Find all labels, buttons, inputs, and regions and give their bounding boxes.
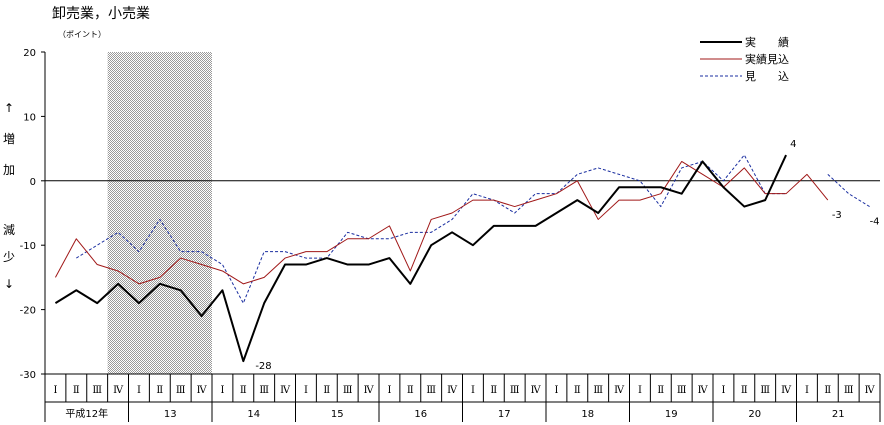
y-label-decrease: 減 [3, 222, 15, 237]
x-quarter-label: Ⅱ [73, 385, 80, 396]
x-quarter-label: Ⅲ [510, 385, 520, 396]
chart-subtitle: （ポイント） [58, 30, 106, 39]
y-label-increase: ↑ [4, 101, 14, 115]
y-tick-label: 0 [30, 177, 36, 188]
y-tick-label: 10 [23, 112, 36, 123]
x-quarter-label: Ⅱ [156, 385, 163, 396]
x-quarter-label: Ⅲ [176, 385, 186, 396]
x-quarter-label: Ⅳ [865, 385, 876, 396]
x-quarter-label: Ⅲ [844, 385, 854, 396]
x-quarter-label: Ⅱ [574, 385, 581, 396]
y-label-increase: 増 [3, 132, 15, 146]
x-quarter-label: Ⅱ [323, 385, 330, 396]
y-label-decrease: 少 [3, 250, 15, 264]
y-label-increase: 加 [3, 163, 15, 177]
x-quarter-label: Ⅰ [220, 385, 224, 396]
x-quarter-label: Ⅰ [137, 385, 141, 396]
x-year-label: 平成12年 [65, 407, 108, 420]
data-label: 4 [790, 139, 796, 150]
x-year-label: 14 [247, 409, 260, 420]
x-quarter-label: Ⅰ [554, 385, 558, 396]
x-quarter-label: Ⅳ [197, 385, 208, 396]
x-year-label: 13 [164, 409, 177, 420]
x-quarter-label: Ⅳ [280, 385, 291, 396]
x-quarter-label: Ⅲ [677, 385, 687, 396]
x-quarter-label: Ⅰ [721, 385, 725, 396]
x-quarter-label: Ⅱ [490, 385, 497, 396]
chart-title: 卸売業，小売業 [52, 6, 150, 22]
x-quarter-label: Ⅳ [614, 385, 625, 396]
x-quarter-label: Ⅰ [638, 385, 642, 396]
x-quarter-label: Ⅳ [781, 385, 792, 396]
x-year-label: 19 [665, 409, 678, 420]
x-quarter-label: Ⅲ [92, 385, 102, 396]
y-tick-label: 20 [23, 48, 36, 59]
y-tick-label: -10 [20, 241, 36, 252]
x-year-label: 21 [832, 409, 845, 420]
x-quarter-label: Ⅲ [593, 385, 603, 396]
x-quarter-label: Ⅳ [447, 385, 458, 396]
x-quarter-label: Ⅱ [741, 385, 748, 396]
x-quarter-label: Ⅰ [304, 385, 308, 396]
x-quarter-label: Ⅰ [805, 385, 809, 396]
x-quarter-label: Ⅰ [471, 385, 475, 396]
series-line-2 [76, 154, 870, 304]
x-quarter-label: Ⅲ [343, 385, 353, 396]
legend-label: 実 績 [745, 35, 789, 49]
legend-label: 実績見込 [745, 52, 789, 66]
shaded-period [107, 52, 212, 374]
x-quarter-label: Ⅳ [364, 385, 375, 396]
data-annotations: -28 4 -3 -4 [255, 139, 879, 372]
x-quarter-label: Ⅱ [407, 385, 414, 396]
x-quarter-label: Ⅳ [113, 385, 124, 396]
x-quarter-label: Ⅰ [387, 385, 391, 396]
series-lines [54, 154, 870, 363]
y-axis-ticks: 20 10 0 -10 -20 -30 [20, 48, 45, 381]
x-quarter-label: Ⅳ [531, 385, 542, 396]
series-line-1 [55, 160, 829, 285]
data-label: -3 [832, 210, 842, 221]
x-quarter-label: Ⅲ [259, 385, 269, 396]
x-quarter-label: Ⅲ [760, 385, 770, 396]
y-tick-label: -20 [20, 306, 36, 317]
x-year-label: 16 [414, 409, 427, 420]
series-line-0 [54, 154, 787, 363]
x-quarter-label: Ⅱ [657, 385, 664, 396]
data-label: -28 [255, 361, 271, 372]
y-label-decrease: ↓ [4, 277, 14, 291]
x-year-label: 20 [748, 409, 761, 420]
x-quarter-label: Ⅳ [698, 385, 709, 396]
y-tick-label: -30 [20, 370, 36, 381]
x-year-label: 18 [581, 409, 594, 420]
x-year-label: 15 [331, 409, 344, 420]
x-year-label: 17 [498, 409, 511, 420]
x-quarter-label: Ⅱ [240, 385, 247, 396]
x-quarter-label: Ⅱ [824, 385, 831, 396]
x-quarter-label: Ⅰ [53, 385, 57, 396]
legend-label: 見 込 [745, 70, 789, 83]
data-label: -4 [870, 217, 880, 228]
x-quarter-label: Ⅲ [426, 385, 436, 396]
